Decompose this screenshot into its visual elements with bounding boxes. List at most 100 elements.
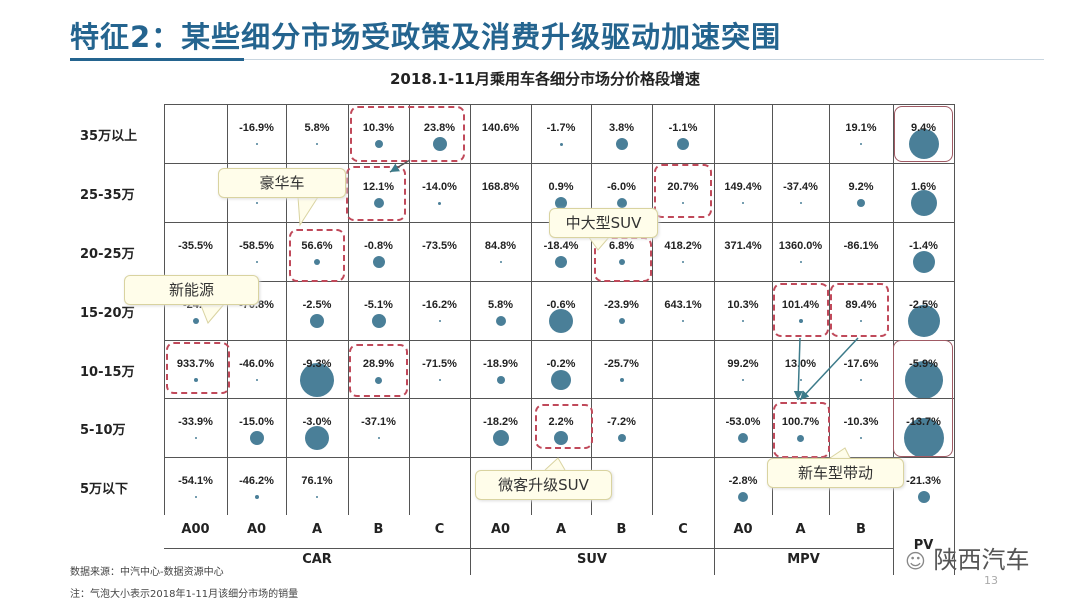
bubble (255, 379, 258, 381)
bubble (738, 492, 748, 502)
bubble (616, 198, 627, 208)
highlight-box (773, 402, 830, 458)
bubble (249, 431, 264, 445)
row-label: 20-25万 (80, 247, 135, 262)
table-cell: -23.9% (591, 281, 652, 340)
group-label: SUV (577, 552, 607, 567)
table-cell: 6.8% (591, 222, 652, 281)
bubble (305, 426, 329, 450)
bubble (682, 261, 684, 263)
bubble (904, 361, 943, 399)
cell-value: 1360.0% (778, 240, 823, 252)
arrow (799, 337, 859, 401)
bubble (619, 378, 624, 382)
table-cell: 13.0% (772, 340, 829, 398)
cell-value: -13.7% (906, 416, 941, 428)
row-label: 25-35万 (80, 188, 135, 203)
arrow (793, 337, 803, 401)
bubble (193, 378, 198, 382)
cell-value: 19.1% (845, 122, 877, 134)
grid-line (714, 104, 715, 575)
table-cell: 89.4% (829, 281, 893, 340)
cell-value: -18.2% (483, 416, 518, 428)
table-cell: -1.1% (652, 104, 714, 163)
table-cell: -37.1% (348, 398, 409, 457)
grid-line (164, 398, 954, 399)
cell-value: -7.2% (607, 416, 636, 428)
cell-value: -58.5% (239, 240, 274, 252)
bubble (677, 138, 689, 150)
cell-value: 10.3% (727, 299, 759, 311)
cell-value: 2.2% (548, 416, 574, 428)
table-cell: 1360.0% (772, 222, 829, 281)
table-cell: 418.2% (652, 222, 714, 281)
cell-value: 1.6% (910, 181, 937, 193)
bubble (797, 434, 804, 442)
cell-value: 23.8% (423, 122, 456, 134)
table-cell: 3.8% (591, 104, 652, 163)
table-cell: 12.1% (348, 163, 409, 222)
column-label: A0 (490, 522, 511, 537)
watermark-text: 陕西汽车 (933, 546, 1030, 574)
table-cell: -54.1% (164, 457, 227, 515)
group-label: CAR (302, 552, 332, 567)
bubble (917, 491, 930, 503)
cell-value: -86.1% (843, 240, 879, 252)
table-cell: -21.3% (893, 457, 954, 515)
cell-value: 9.4% (910, 122, 937, 134)
table-cell: 23.8% (409, 104, 470, 163)
cell-value: 13.0% (784, 358, 817, 370)
bubble (742, 379, 744, 381)
table-cell: 10.3% (714, 281, 772, 340)
highlight-box (166, 342, 230, 394)
title-underline (70, 58, 244, 61)
grid-line (164, 281, 954, 282)
grid-line (470, 104, 471, 575)
callout-new-models: 新车型带动 (767, 458, 904, 488)
bubble (799, 261, 802, 263)
table-cell: -0.6% (531, 281, 591, 340)
highlight-box (289, 229, 345, 282)
table-cell: 101.4% (772, 281, 829, 340)
title-divider (244, 59, 1044, 60)
bubble (618, 259, 625, 265)
cell-value: -17.6% (843, 358, 879, 370)
highlight-box (535, 404, 593, 449)
table-cell (227, 163, 286, 222)
data-source: 数据来源：中汽中心-数据资源中心 (70, 567, 224, 578)
chart-title: 2018.1-11月乘用车各细分市场分价格段增速 (390, 70, 700, 88)
callout-pointer (587, 235, 611, 251)
highlight-box (594, 237, 652, 282)
cell-value: 149.4% (724, 181, 762, 193)
row-label: 10-15万 (80, 365, 135, 380)
cell-value: -25.7% (604, 358, 639, 370)
cell-value: 99.2% (727, 358, 759, 370)
bubble (799, 379, 802, 381)
cell-value: -37.1% (361, 416, 396, 428)
bubble (492, 430, 509, 446)
column-label: A (311, 522, 323, 537)
table-cell: -35.5% (164, 222, 227, 281)
grid-line (286, 104, 287, 515)
bubble (255, 143, 258, 145)
bubble (496, 376, 505, 384)
table-cell: -18.9% (470, 340, 531, 398)
table-cell: -1.4% (893, 222, 954, 281)
bubble (438, 320, 441, 322)
cell-value: -10.3% (843, 416, 879, 428)
wechat-icon: ☺ (905, 549, 926, 573)
highlight-box (830, 283, 889, 337)
cell-value: -18.9% (483, 358, 518, 370)
cell-value: -9.3% (302, 358, 332, 370)
bubble (499, 261, 502, 263)
table-cell: -53.0% (714, 398, 772, 457)
footnote: 注：气泡大小表示2018年1-11月该细分市场的销量 (70, 589, 299, 600)
table-cell: 643.1% (652, 281, 714, 340)
table-cell: -13.7% (893, 398, 954, 458)
bubble (860, 143, 862, 145)
table-cell: -17.6% (829, 340, 893, 398)
highlight-box (654, 164, 712, 218)
table-cell: -16.2% (409, 281, 470, 340)
bubble (912, 251, 935, 273)
bubble (860, 437, 862, 439)
